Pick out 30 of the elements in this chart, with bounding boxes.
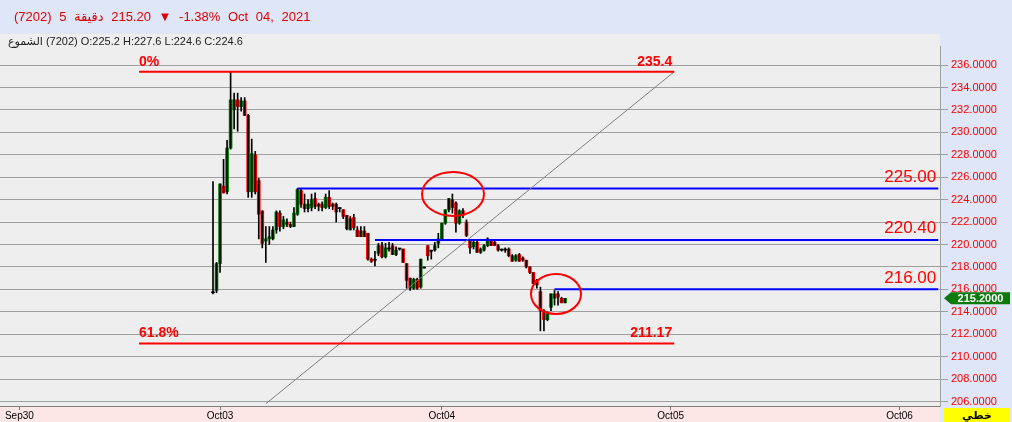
x-tick-label: Sep30 bbox=[4, 409, 35, 421]
y-tick-label: 208.0000 bbox=[951, 372, 997, 385]
y-tick-label: 212.0000 bbox=[951, 327, 997, 340]
y-tick-label: 224.0000 bbox=[951, 192, 997, 205]
annotation: 235.4 bbox=[637, 52, 673, 69]
y-tick-label: 226.0000 bbox=[951, 170, 997, 183]
x-tick-label: Oct06 bbox=[886, 409, 914, 421]
text: خطي bbox=[944, 408, 1010, 422]
y-tick-label: 230.0000 bbox=[951, 125, 997, 138]
y-tick-label: 206.0000 bbox=[951, 394, 997, 407]
x-tick-label: Oct05 bbox=[657, 409, 685, 421]
y-tick-label: 220.0000 bbox=[951, 237, 997, 250]
y-tick-label: 214.0000 bbox=[951, 304, 997, 317]
y-tick-label: 234.0000 bbox=[951, 80, 997, 93]
annotation: 225.00 bbox=[884, 166, 937, 186]
x-tick-label: Oct04 bbox=[428, 409, 456, 421]
y-tick-label: 232.0000 bbox=[951, 102, 997, 115]
annotation: 220.40 bbox=[884, 218, 937, 238]
y-tick-label: 236.0000 bbox=[951, 58, 997, 71]
y-tick-label: 218.0000 bbox=[951, 259, 997, 272]
annotation: 211.17 bbox=[630, 324, 673, 341]
candlestick bbox=[563, 298, 567, 304]
annotation: 216.00 bbox=[884, 267, 937, 287]
y-tick-label: 228.0000 bbox=[951, 147, 997, 160]
y-tick-label: 222.0000 bbox=[951, 215, 997, 228]
series-label: 0% bbox=[139, 52, 160, 69]
series-label: 61.8% bbox=[139, 324, 180, 341]
x-tick-label: Oct03 bbox=[206, 409, 234, 421]
candlestick bbox=[401, 248, 405, 263]
y-tick-label: 210.0000 bbox=[951, 349, 997, 362]
